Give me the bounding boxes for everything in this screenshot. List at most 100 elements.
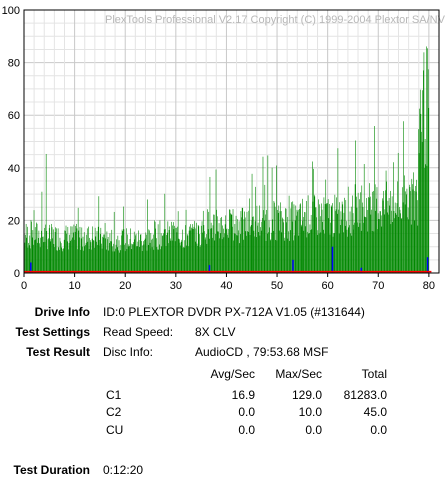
c1-bar bbox=[307, 231, 308, 273]
c1-bar bbox=[61, 247, 63, 273]
c1-bar bbox=[249, 198, 250, 273]
c1-bar bbox=[337, 148, 339, 273]
c1-bar bbox=[333, 233, 334, 273]
c1-bar bbox=[351, 235, 353, 273]
c1-bar bbox=[127, 246, 129, 273]
c1-bar bbox=[132, 244, 134, 273]
c1-bar bbox=[91, 238, 93, 273]
c1-bar bbox=[369, 196, 371, 273]
c1-bar bbox=[289, 240, 291, 273]
c1-bar bbox=[244, 211, 245, 273]
c1-bar bbox=[428, 107, 430, 273]
c1-bar bbox=[168, 230, 170, 273]
c1-bar bbox=[255, 186, 256, 273]
c1-bar bbox=[339, 202, 341, 273]
c1-bar bbox=[349, 225, 350, 273]
c1-bar bbox=[397, 181, 398, 273]
y-tick-label: 60 bbox=[8, 110, 20, 122]
c1-bar bbox=[298, 235, 300, 273]
c1-bar bbox=[344, 197, 345, 273]
c1-bar bbox=[302, 216, 304, 273]
c1-bar bbox=[314, 196, 316, 273]
c1-bar bbox=[375, 210, 377, 273]
c1-bar bbox=[120, 244, 122, 273]
c1-bar bbox=[191, 227, 192, 273]
c1-bar bbox=[279, 230, 280, 273]
c1-bar bbox=[133, 231, 135, 273]
c1-bar bbox=[324, 204, 326, 273]
c1-bar bbox=[363, 164, 365, 273]
c1-bar bbox=[37, 242, 38, 273]
c1-bar bbox=[222, 228, 224, 273]
c1-bar bbox=[321, 203, 322, 273]
disc-info-value: AudioCD , 79:53.68 MSF bbox=[195, 345, 329, 359]
c1-bar bbox=[209, 238, 210, 273]
c1-bar bbox=[105, 238, 106, 273]
c1-bar bbox=[190, 224, 191, 273]
c1-bar bbox=[102, 234, 104, 273]
c1-bar bbox=[179, 239, 180, 273]
c1-bar bbox=[57, 228, 59, 273]
c1-bar bbox=[205, 234, 207, 273]
c1-bar bbox=[45, 153, 47, 273]
c2-bar bbox=[292, 259, 294, 273]
c1-bar bbox=[340, 225, 341, 273]
c1-bar bbox=[65, 230, 66, 273]
c1-bar bbox=[79, 237, 80, 273]
row-c1-name: C1 bbox=[106, 388, 122, 402]
c1-bar bbox=[76, 223, 77, 273]
c1-bar bbox=[232, 226, 233, 273]
row-c1-avg: 16.9 bbox=[231, 388, 255, 402]
c1-bar bbox=[111, 229, 113, 273]
c1-bar bbox=[287, 238, 289, 273]
c1-bar bbox=[330, 222, 331, 273]
c1-bar bbox=[45, 224, 46, 273]
c1-bar bbox=[335, 209, 337, 273]
c1-bar bbox=[78, 230, 80, 273]
c1-bar bbox=[365, 217, 367, 273]
c1-bar bbox=[323, 229, 324, 273]
c1-bar bbox=[199, 234, 200, 273]
c1-bar bbox=[142, 245, 144, 273]
c1-bar bbox=[249, 234, 251, 273]
c1-bar bbox=[59, 249, 60, 273]
c1-bar bbox=[226, 229, 227, 273]
c1-bar bbox=[154, 221, 156, 273]
c1-bar bbox=[156, 247, 158, 273]
c1-bar bbox=[360, 230, 362, 273]
c1-bar bbox=[194, 228, 196, 273]
c1-bar bbox=[166, 232, 168, 273]
c1-bar bbox=[205, 237, 206, 273]
c1-bar bbox=[278, 205, 280, 273]
c1-bar bbox=[94, 227, 96, 273]
c1-bar bbox=[213, 214, 215, 273]
c1-bar bbox=[91, 249, 92, 273]
c1-bar bbox=[31, 221, 32, 273]
c1-bar bbox=[277, 209, 278, 273]
c1-bar bbox=[73, 224, 75, 273]
c1-bar bbox=[101, 243, 102, 273]
x-tick-label: 40 bbox=[220, 280, 232, 292]
c1-bar bbox=[212, 237, 213, 273]
c1-bar bbox=[334, 194, 336, 273]
c1-bar bbox=[407, 207, 409, 273]
c1-bar bbox=[53, 243, 55, 273]
c1-bar bbox=[69, 234, 70, 273]
c1-bar bbox=[30, 220, 32, 273]
c1-bar bbox=[301, 226, 303, 273]
c1-bar bbox=[316, 217, 317, 273]
c1-bar bbox=[30, 248, 31, 273]
c1-bar bbox=[319, 204, 320, 273]
row-c2-name: C2 bbox=[106, 405, 122, 419]
c1-bar bbox=[202, 232, 203, 273]
c1-bar bbox=[358, 226, 360, 273]
c1-bar bbox=[425, 164, 427, 273]
c1-bar bbox=[116, 247, 118, 273]
c1-bar bbox=[322, 221, 324, 273]
c1-bar bbox=[379, 219, 380, 273]
c1-bar bbox=[271, 167, 273, 273]
c1-bar bbox=[179, 242, 181, 273]
c1-bar bbox=[384, 209, 386, 273]
c1-bar bbox=[83, 232, 85, 273]
c1-bar bbox=[412, 184, 413, 273]
